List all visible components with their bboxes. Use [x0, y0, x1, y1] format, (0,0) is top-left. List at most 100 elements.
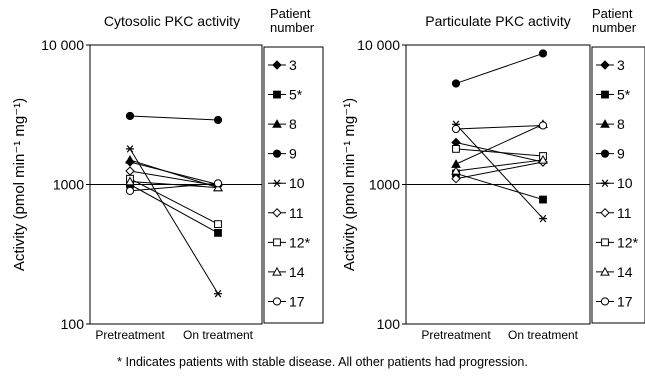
legend-label: 3 [617, 57, 625, 73]
legend-entry: 8 [596, 116, 625, 132]
legend-entry: 17 [268, 293, 305, 309]
series-10 [126, 145, 222, 298]
y-tick-label: 1000 [53, 177, 84, 193]
series-line [129, 181, 219, 189]
series-10 [452, 120, 547, 223]
legend-entry: 14 [596, 264, 633, 280]
series-11 [125, 166, 223, 191]
series-17 [451, 121, 548, 134]
series-line [455, 123, 544, 165]
legend-title: number [592, 20, 637, 35]
x-tick-label: On treatment [183, 328, 254, 342]
data-point [538, 154, 548, 164]
legend-entry: 10 [596, 175, 633, 191]
series-line [455, 124, 544, 130]
legend-entry: 9 [596, 146, 625, 162]
data-point [539, 214, 547, 223]
legend-marker [600, 208, 610, 218]
data-point [125, 186, 135, 195]
data-point [213, 115, 223, 125]
series-9 [451, 49, 548, 88]
legend-marker [272, 297, 282, 306]
legend-label: 9 [617, 146, 625, 162]
legend-marker [272, 266, 282, 276]
series-line [129, 182, 219, 192]
data-point [214, 228, 222, 237]
legend-title: Patient [592, 6, 633, 21]
legend-entry: 8 [268, 116, 297, 132]
legend-label: 5* [617, 87, 631, 103]
cytosolic-chart: 100 1000 10 000 Pretreatment On treatment Cyt… [11, 6, 324, 342]
y-tick-label: 1000 [369, 177, 400, 193]
legend-marker [600, 60, 610, 70]
legend-marker [600, 119, 610, 128]
series-line [455, 123, 544, 219]
data-point [451, 165, 461, 175]
legend-label: 10 [289, 175, 305, 191]
legend-entry: 12* [596, 234, 639, 250]
data-point [125, 111, 135, 121]
legend-entry: 3 [596, 57, 625, 73]
legend-entry: 12* [268, 234, 311, 250]
x-tick-label: Pretreatment [421, 328, 491, 342]
data-point [538, 49, 548, 58]
footnote-text: Indicates patients with stable disease. … [125, 355, 528, 369]
y-axis-label: Activity (pmol min⁻¹ mg⁻¹) [341, 98, 358, 271]
legend-marker [600, 149, 610, 158]
legend-marker [600, 297, 610, 306]
y-tick-label: 10 000 [41, 37, 84, 53]
series-12-star [452, 144, 547, 160]
data-point [451, 124, 461, 134]
series-9 [125, 111, 223, 125]
data-point [452, 144, 460, 153]
legend-marker [272, 60, 282, 70]
legend-entry: 9 [268, 146, 297, 162]
legend-frame [591, 46, 645, 324]
data-point [125, 166, 135, 176]
y-tick-label: 100 [377, 316, 401, 332]
series-12-star [126, 174, 222, 229]
legend-marker [273, 90, 281, 99]
series-line [455, 161, 544, 180]
legend-label: 3 [289, 57, 297, 73]
series-line [455, 159, 544, 172]
legend-label: 11 [289, 205, 304, 221]
series-5-star [126, 180, 222, 237]
legend-marker [600, 266, 610, 276]
data-point [539, 195, 547, 204]
legend-label: 17 [289, 293, 305, 309]
legend-title: Patient [270, 6, 311, 21]
legend-label: 12* [289, 234, 311, 250]
legend-label: 14 [289, 264, 305, 280]
legend-marker [272, 208, 282, 218]
data-point [214, 220, 222, 229]
x-tick-label: On treatment [508, 328, 579, 342]
series-line [129, 184, 219, 234]
series-line [129, 170, 219, 187]
legend-marker [601, 179, 609, 188]
y-tick-label: 100 [61, 316, 85, 332]
legend-marker [601, 238, 609, 247]
legend-label: 8 [289, 116, 297, 132]
series-line [455, 148, 544, 157]
data-point [538, 121, 548, 130]
legend-label: 11 [617, 205, 632, 221]
y-tick-label: 10 000 [357, 37, 400, 53]
legend-entry: 10 [268, 175, 305, 191]
legend-label: 10 [617, 175, 633, 191]
legend-marker [272, 149, 282, 158]
data-point [126, 145, 134, 153]
legend-marker [272, 119, 282, 128]
particulate-chart: 100 1000 10 000 Pretreatment On treatment Par… [341, 6, 645, 342]
data-point [214, 289, 222, 298]
legend-entry: 11 [596, 205, 632, 221]
series-17 [125, 179, 223, 195]
chart-title: Cytosolic PKC activity [104, 13, 240, 29]
data-point [451, 174, 461, 184]
series-14 [451, 154, 548, 175]
legend-label: 9 [289, 146, 297, 162]
legend-marker [273, 179, 281, 188]
data-point [125, 176, 135, 186]
